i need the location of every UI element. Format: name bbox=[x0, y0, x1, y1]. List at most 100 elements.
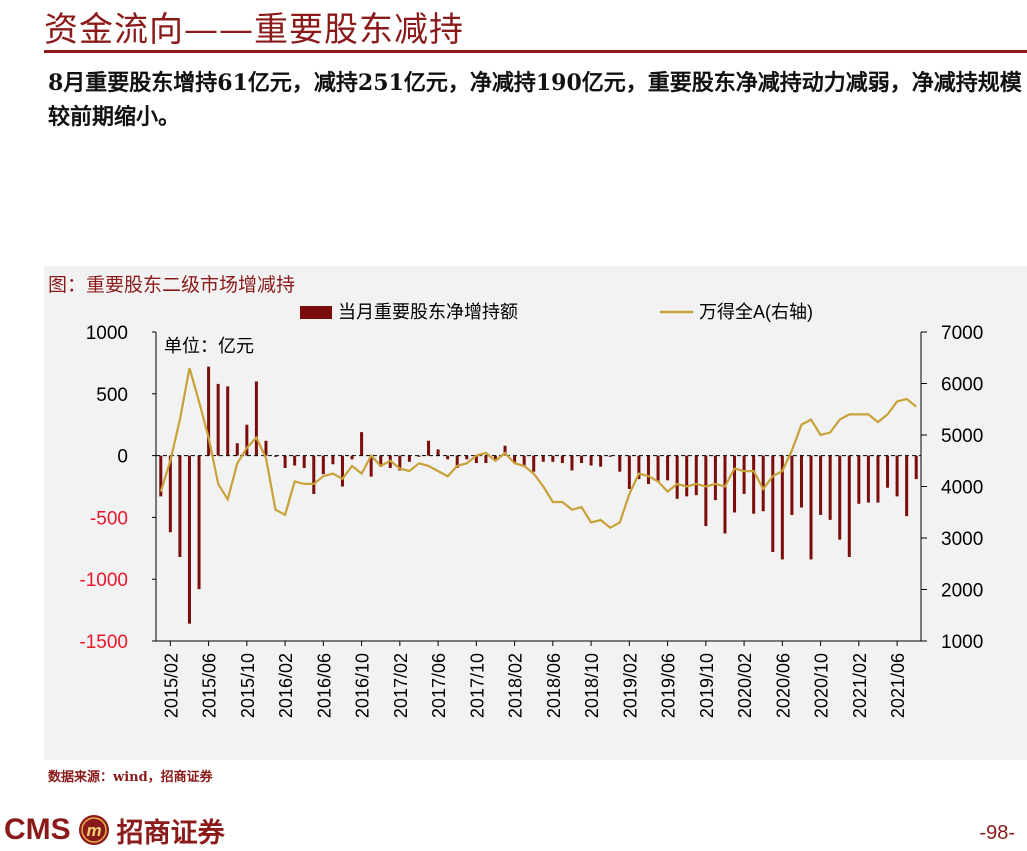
bar bbox=[513, 455, 517, 464]
x-tick-label: 2017/06 bbox=[429, 653, 449, 718]
bar bbox=[666, 455, 670, 481]
chart-caption: 图：重要股东二级市场增减持 bbox=[48, 274, 296, 296]
x-tick-label: 2016/10 bbox=[353, 653, 373, 718]
bar bbox=[589, 455, 593, 466]
bar bbox=[895, 455, 899, 497]
x-tick-label: 2021/02 bbox=[850, 653, 870, 718]
logo-emblem-icon: m bbox=[78, 815, 109, 845]
right-tick-label: 1000 bbox=[941, 632, 983, 653]
bar bbox=[407, 455, 411, 462]
bar bbox=[675, 455, 679, 499]
title-divider bbox=[44, 50, 1027, 53]
bar bbox=[312, 455, 316, 494]
bar bbox=[608, 455, 612, 457]
bar bbox=[398, 455, 402, 471]
bar bbox=[274, 455, 278, 457]
bar bbox=[790, 455, 794, 515]
logo-text: CMS bbox=[4, 813, 71, 846]
index-line bbox=[159, 367, 917, 530]
bar bbox=[350, 455, 354, 460]
bar bbox=[570, 455, 574, 471]
summary-text: 8月重要股东增持61亿元，减持251亿元，净减持190亿元，重要股东净减持动力减… bbox=[48, 70, 1022, 130]
bar bbox=[159, 455, 163, 497]
bar bbox=[694, 455, 698, 496]
bar-series bbox=[159, 366, 918, 624]
left-tick-label: 1000 bbox=[86, 323, 128, 344]
chart-panel bbox=[44, 266, 1027, 760]
bar bbox=[599, 455, 603, 467]
right-tick-label: 4000 bbox=[941, 478, 983, 499]
bar bbox=[876, 455, 880, 503]
x-tick-label: 2019/02 bbox=[620, 653, 640, 718]
legend-bar-swatch bbox=[300, 306, 332, 319]
bar bbox=[168, 455, 172, 533]
right-tick-label: 3000 bbox=[941, 529, 983, 550]
right-axis-ticks: 7000 6000 5000 4000 3000 2000 1000 bbox=[921, 323, 983, 653]
bar bbox=[761, 455, 765, 512]
bar bbox=[503, 445, 507, 456]
bar bbox=[847, 455, 851, 557]
x-tick-label: 2018/10 bbox=[582, 653, 602, 718]
bar bbox=[455, 455, 459, 468]
bar bbox=[417, 455, 421, 457]
bar bbox=[436, 449, 440, 456]
bar bbox=[465, 455, 469, 460]
bar bbox=[780, 455, 784, 560]
x-tick-label: 2017/10 bbox=[467, 653, 487, 718]
x-tick-label: 2018/06 bbox=[544, 653, 564, 718]
bar bbox=[656, 455, 660, 482]
bar bbox=[216, 383, 220, 456]
x-tick-label: 2020/06 bbox=[773, 653, 793, 718]
bar bbox=[637, 455, 641, 480]
page-number: -98- bbox=[979, 822, 1015, 844]
bar bbox=[551, 455, 555, 462]
x-tick-label: 2016/02 bbox=[276, 653, 296, 718]
logo-emblem-glyph: m bbox=[86, 821, 101, 840]
x-tick-label: 2018/02 bbox=[506, 653, 526, 718]
bar bbox=[866, 455, 870, 503]
x-tick-label: 2016/06 bbox=[314, 653, 334, 718]
bar bbox=[905, 455, 909, 517]
unit-label: 单位：亿元 bbox=[164, 336, 254, 356]
bar bbox=[321, 455, 325, 475]
bar bbox=[713, 455, 717, 501]
bar bbox=[264, 440, 268, 456]
bar bbox=[733, 455, 737, 513]
bar bbox=[799, 455, 803, 508]
bar bbox=[522, 455, 526, 466]
bar bbox=[742, 455, 746, 494]
x-tick-label: 2017/02 bbox=[391, 653, 411, 718]
left-axis-ticks: 1000 500 0 -500 -1000 -1500 bbox=[79, 323, 156, 653]
bar bbox=[474, 455, 478, 464]
x-tick-label: 2015/02 bbox=[161, 653, 181, 718]
bar bbox=[254, 381, 258, 456]
bar bbox=[302, 455, 306, 468]
bar bbox=[541, 455, 545, 462]
bar bbox=[532, 455, 536, 472]
bar bbox=[838, 455, 842, 540]
bar bbox=[197, 455, 201, 590]
x-tick-label: 2019/10 bbox=[697, 653, 717, 718]
x-tick-label: 2020/02 bbox=[735, 653, 755, 718]
bar bbox=[360, 432, 364, 456]
bar bbox=[809, 455, 813, 560]
x-tick-label: 2020/10 bbox=[812, 653, 832, 718]
source-note: 数据来源：wind，招商证券 bbox=[48, 770, 213, 785]
right-tick-label: 7000 bbox=[941, 323, 983, 344]
bar bbox=[187, 455, 191, 624]
legend-line-label: 万得全A(右轴) bbox=[699, 302, 813, 322]
left-tick-label: 500 bbox=[96, 385, 128, 406]
bar bbox=[369, 455, 373, 477]
bar bbox=[752, 455, 756, 514]
legend-bar-label: 当月重要股东净增持额 bbox=[338, 302, 518, 322]
line-series bbox=[159, 367, 917, 530]
left-tick-label: -500 bbox=[90, 508, 128, 529]
x-tick-label: 2021/06 bbox=[888, 653, 908, 718]
cms-logo: CMS m 招商证券 bbox=[4, 812, 225, 849]
bar bbox=[685, 455, 689, 497]
bar bbox=[379, 455, 383, 467]
x-tick-label: 2019/06 bbox=[659, 653, 679, 718]
bar bbox=[627, 455, 631, 489]
x-tick-label: 2015/10 bbox=[238, 653, 258, 718]
bar bbox=[283, 455, 287, 468]
